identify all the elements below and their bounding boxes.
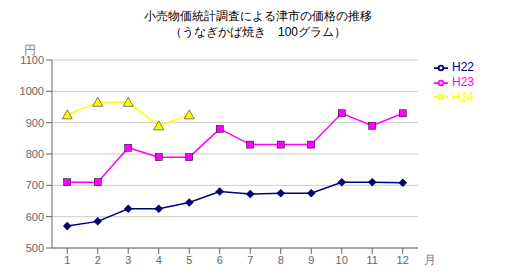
svg-text:500: 500: [26, 242, 44, 254]
svg-text:1000: 1000: [20, 85, 44, 97]
svg-text:2: 2: [95, 254, 101, 266]
svg-text:700: 700: [26, 179, 44, 191]
svg-text:4: 4: [156, 254, 162, 266]
html-text:H22: H22: [452, 60, 474, 74]
svg-text:600: 600: [26, 211, 44, 223]
svg-text:月: 月: [424, 253, 436, 267]
svg-text:12: 12: [397, 254, 409, 266]
svg-text:1: 1: [64, 254, 70, 266]
html-text:（うなぎかば焼き 100グラム）: （うなぎかば焼き 100グラム）: [170, 25, 346, 39]
svg-text:8: 8: [278, 254, 284, 266]
html-text:H24: H24: [452, 89, 474, 104]
svg-text:9: 9: [308, 254, 314, 266]
svg-text:3: 3: [125, 254, 131, 266]
svg-text:1100: 1100: [20, 53, 44, 66]
svg-text:5: 5: [186, 254, 192, 266]
svg-text:800: 800: [26, 148, 44, 160]
svg-text:11: 11: [367, 254, 378, 266]
html-text:小売物価統計調査による津市の価格の推移: 小売物価統計調査による津市の価格の推移: [144, 9, 372, 23]
html-text:H23: H23: [452, 74, 474, 89]
svg-text:10: 10: [336, 254, 348, 266]
svg-text:6: 6: [217, 254, 223, 266]
svg-text:7: 7: [247, 254, 253, 266]
svg-text:円: 円: [24, 43, 36, 57]
svg-text:900: 900: [26, 117, 44, 129]
